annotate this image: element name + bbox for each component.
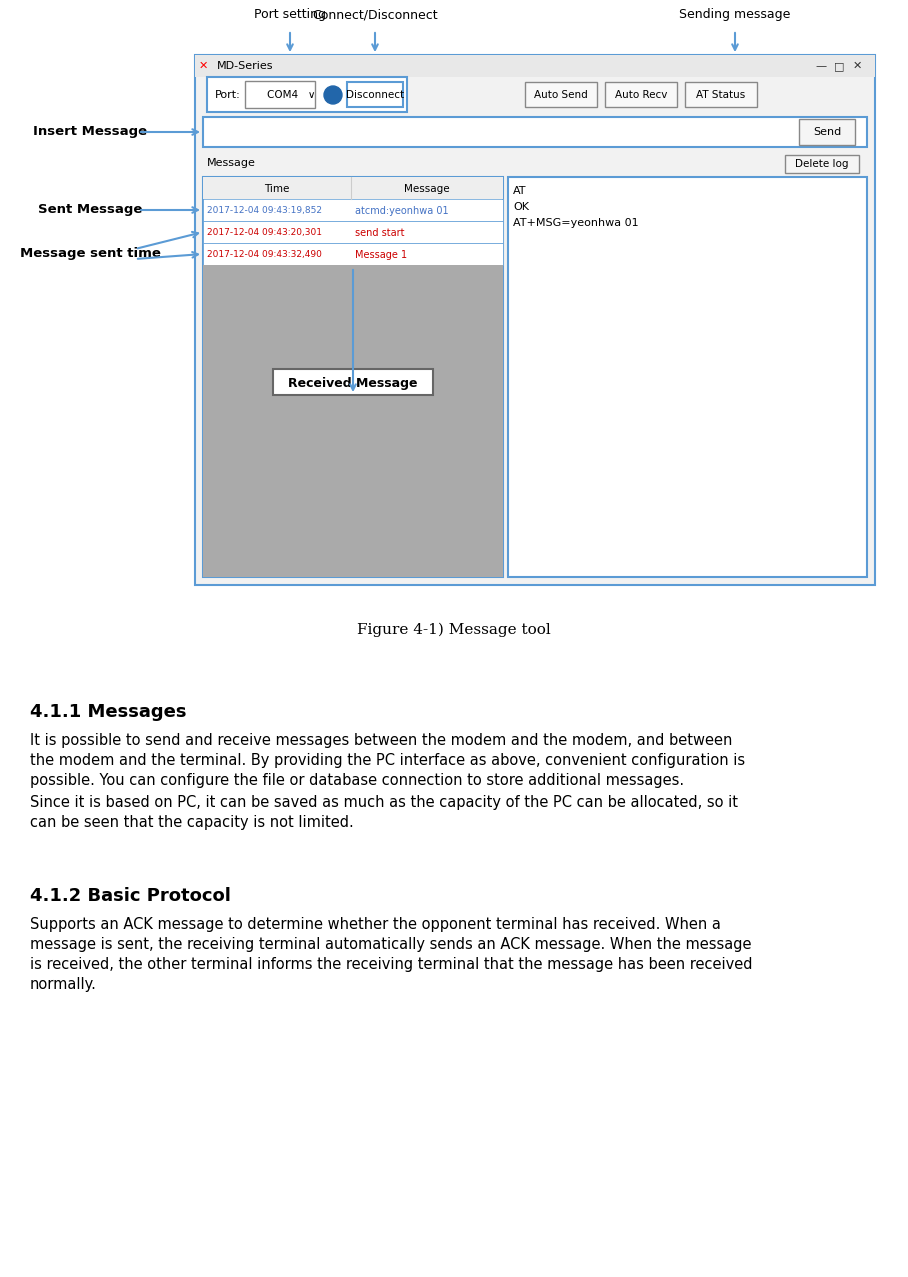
- Text: can be seen that the capacity is not limited.: can be seen that the capacity is not lim…: [30, 815, 354, 830]
- Text: It is possible to send and receive messages between the modem and the modem, and: It is possible to send and receive messa…: [30, 733, 733, 748]
- Text: 2017-12-04 09:43:20,301: 2017-12-04 09:43:20,301: [207, 229, 322, 238]
- Text: Time: Time: [264, 184, 290, 194]
- Text: Auto Recv: Auto Recv: [615, 89, 667, 100]
- Bar: [203, 178, 503, 199]
- Text: Message sent time: Message sent time: [20, 248, 161, 261]
- Text: ✕: ✕: [853, 61, 862, 72]
- Text: Auto Send: Auto Send: [534, 89, 587, 100]
- Text: atcmd:yeonhwa 01: atcmd:yeonhwa 01: [355, 206, 449, 216]
- Text: 4.1.2 Basic Protocol: 4.1.2 Basic Protocol: [30, 888, 231, 905]
- Bar: [799, 119, 855, 146]
- Text: Message: Message: [207, 158, 256, 169]
- Bar: [195, 55, 875, 585]
- Text: COM4   ∨: COM4 ∨: [267, 89, 315, 100]
- Text: AT Status: AT Status: [696, 89, 745, 100]
- Text: OK: OK: [513, 202, 529, 212]
- Text: Received Message: Received Message: [288, 377, 418, 389]
- Text: message is sent, the receiving terminal automatically sends an ACK message. When: message is sent, the receiving terminal …: [30, 937, 752, 951]
- Text: the modem and the terminal. By providing the PC interface as above, convenient c: the modem and the terminal. By providing…: [30, 753, 745, 767]
- Text: 2017-12-04 09:43:32,490: 2017-12-04 09:43:32,490: [207, 250, 321, 259]
- Text: Sent Message: Sent Message: [38, 203, 143, 217]
- Text: Port setting: Port setting: [254, 8, 326, 20]
- Text: Insert Message: Insert Message: [33, 125, 147, 138]
- Text: possible. You can configure the file or database connection to store additional : possible. You can configure the file or …: [30, 773, 684, 788]
- Bar: [203, 243, 503, 266]
- Bar: [203, 178, 503, 577]
- Text: is received, the other terminal informs the receiving terminal that the message : is received, the other terminal informs …: [30, 956, 753, 972]
- Bar: [203, 117, 867, 147]
- Text: send start: send start: [355, 229, 404, 238]
- Text: 2017-12-04 09:43:19,852: 2017-12-04 09:43:19,852: [207, 207, 322, 216]
- Bar: [785, 155, 859, 172]
- Text: normally.: normally.: [30, 977, 97, 992]
- Bar: [685, 82, 757, 107]
- Text: —: —: [815, 61, 826, 72]
- Bar: [195, 55, 875, 77]
- Text: AT+MSG=yeonhwa 01: AT+MSG=yeonhwa 01: [513, 218, 638, 229]
- Text: ✕: ✕: [198, 61, 208, 72]
- Bar: [203, 221, 503, 243]
- Text: AT: AT: [513, 186, 527, 195]
- Text: Disconnect: Disconnect: [346, 89, 404, 100]
- Text: Port:: Port:: [215, 89, 241, 100]
- Bar: [605, 82, 677, 107]
- Text: Send: Send: [813, 126, 841, 137]
- Text: Delete log: Delete log: [795, 160, 849, 169]
- Circle shape: [324, 86, 342, 103]
- Bar: [203, 199, 503, 221]
- Text: □: □: [834, 61, 844, 72]
- Text: Since it is based on PC, it can be saved as much as the capacity of the PC can b: Since it is based on PC, it can be saved…: [30, 796, 738, 810]
- Text: MD-Series: MD-Series: [217, 61, 273, 72]
- Text: Supports an ACK message to determine whether the opponent terminal has received.: Supports an ACK message to determine whe…: [30, 917, 721, 932]
- Bar: [525, 82, 597, 107]
- Bar: [207, 77, 407, 112]
- Bar: [273, 369, 433, 395]
- Bar: [245, 80, 315, 109]
- Bar: [508, 178, 867, 577]
- Text: Figure 4-1) Message tool: Figure 4-1) Message tool: [357, 623, 551, 637]
- Text: Message 1: Message 1: [355, 250, 407, 261]
- Text: 4.1.1 Messages: 4.1.1 Messages: [30, 704, 186, 722]
- Text: Message: Message: [404, 184, 449, 194]
- Text: Connect/Disconnect: Connect/Disconnect: [312, 8, 438, 20]
- Bar: [347, 82, 403, 107]
- Text: Sending message: Sending message: [679, 8, 791, 20]
- Bar: [203, 266, 503, 577]
